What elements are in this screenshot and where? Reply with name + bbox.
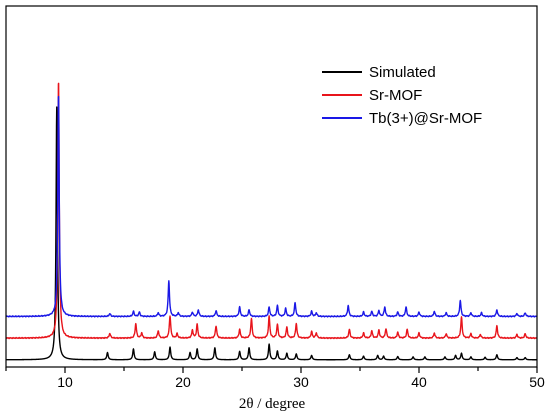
- series-line-1: [5, 106, 538, 361]
- x-tick-label: 10: [57, 374, 73, 390]
- x-tick-label: 30: [293, 374, 309, 390]
- legend-label-3: Tb(3+)@Sr-MOF: [369, 110, 482, 127]
- x-axis-title: 2θ / degree: [239, 396, 306, 412]
- legend: Simulated Sr-MOF Tb(3+)@Sr-MOF: [322, 64, 482, 127]
- series-line-3: [5, 95, 538, 318]
- plot-frame: [5, 5, 538, 368]
- x-tick-label: 20: [175, 374, 191, 390]
- series-line-2: [5, 82, 538, 340]
- legend-label-1: Simulated: [369, 64, 436, 81]
- legend-label-2: Sr-MOF: [369, 87, 422, 104]
- plot-lines: [5, 82, 538, 361]
- x-tick-label: 50: [529, 374, 545, 390]
- x-tick-label: 40: [411, 374, 427, 390]
- x-axis: 10 20 30 40 50: [5, 367, 545, 390]
